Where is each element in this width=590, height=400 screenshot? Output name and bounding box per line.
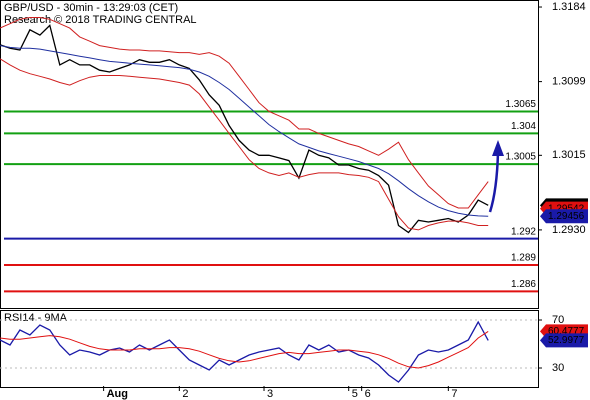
level-label: 1.3005 — [505, 152, 536, 163]
chart-subtitle: Research © 2018 TRADING CENTRAL — [4, 14, 197, 26]
x-tick-label: 6 — [365, 388, 371, 400]
x-tick-label: Aug — [107, 388, 128, 400]
series-line — [0, 58, 489, 231]
chart-title: GBP/USD - 30min - 13:29:03 (CET) — [4, 2, 178, 14]
forecast-arrow — [488, 140, 504, 213]
price-tag-label: 60.4777 — [548, 326, 585, 337]
price-tag — [540, 209, 588, 224]
y-tick-label: 1.3184 — [552, 1, 586, 13]
price-tag-label: 1.29456 — [548, 211, 585, 222]
level-label: 1.289 — [511, 253, 536, 264]
level-label: 1.286 — [511, 279, 536, 290]
y-tick-label: 1.2930 — [552, 224, 586, 236]
price-tag-label: 52.9977 — [548, 335, 585, 346]
rsi-frame — [0, 310, 539, 388]
x-tick-label: 7 — [451, 388, 457, 400]
price-tag-label: 1.29542 — [548, 203, 585, 214]
main-frame — [0, 0, 539, 309]
y-tick-label: 30 — [552, 362, 564, 374]
x-tick-label: 3 — [267, 388, 273, 400]
series-line — [0, 330, 489, 369]
price-tag — [540, 333, 588, 348]
level-label: 1.292 — [511, 226, 536, 237]
series-line — [0, 320, 489, 383]
y-tick-label: 1.3099 — [552, 76, 586, 88]
x-tick-label: 5 — [352, 388, 358, 400]
series-line — [0, 24, 489, 234]
level-label: 1.3065 — [505, 99, 536, 110]
rsi-title: RSI14 - 9MA — [4, 312, 68, 324]
series-line — [0, 17, 489, 209]
x-tick-label: 2 — [182, 388, 188, 400]
series-line — [0, 45, 489, 217]
y-tick-label: 70 — [552, 314, 564, 326]
y-tick-label: 1.3015 — [552, 149, 586, 161]
level-label: 1.304 — [511, 121, 536, 132]
